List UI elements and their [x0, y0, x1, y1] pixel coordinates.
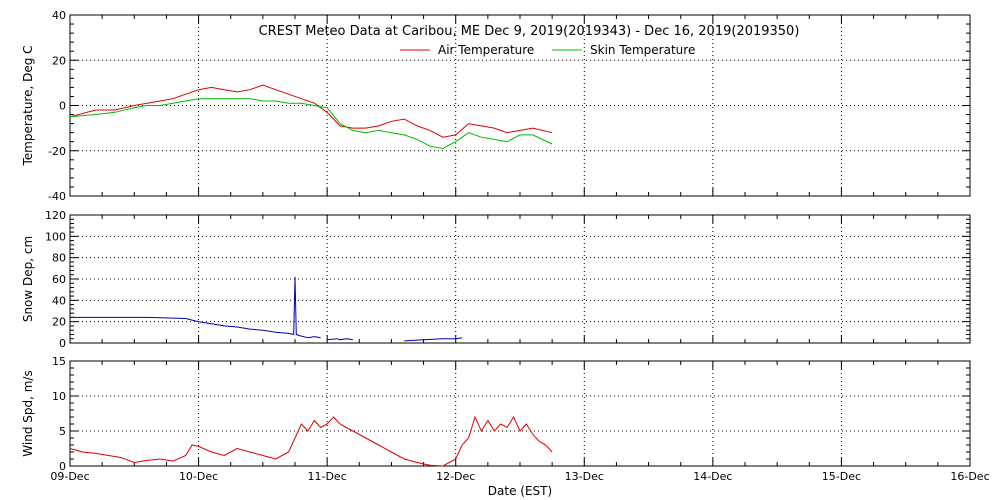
- x-axis-title: Date (EST): [488, 484, 552, 498]
- legend: Air Temperature Skin Temperature: [400, 43, 695, 57]
- snow-depth-ytick-label: 40: [52, 294, 66, 307]
- snow-depth-ytick-label: 0: [59, 337, 66, 350]
- snow-depth-ytick-label: 120: [45, 209, 66, 222]
- temperature-ytick-label: 40: [52, 9, 66, 22]
- wind-speed-ytick-label: 5: [59, 425, 66, 438]
- x-tick-label: 16-Dec: [950, 470, 989, 483]
- temperature-ytick-label: 20: [52, 54, 66, 67]
- snow-depth-ytick-label: 100: [45, 230, 66, 243]
- snow-depth-ytick-label: 20: [52, 316, 66, 329]
- temperature-series-line-0: [69, 84, 553, 138]
- x-tick-label: 12-Dec: [436, 470, 475, 483]
- snow-depth-ytick-label: 60: [52, 273, 66, 286]
- panels: -40 -20 0 20 40 Temperature, Deg C 0 20 40 60 80 10…: [21, 9, 990, 483]
- temperature-ytick-label: -20: [48, 145, 66, 158]
- legend-air-label: Air Temperature: [438, 43, 534, 57]
- temperature-y-axis-title: Temperature, Deg C: [21, 45, 35, 166]
- temperature-series-line-1: [69, 98, 553, 150]
- x-tick-label: 13-Dec: [565, 470, 604, 483]
- wind-speed-series-line-0: [69, 415, 553, 467]
- chart-title: CREST Meteo Data at Caribou, ME Dec 9, 2…: [259, 24, 800, 39]
- x-tick-label: 14-Dec: [693, 470, 732, 483]
- wind-speed-frame: [69, 360, 971, 467]
- x-tick-label: 15-Dec: [822, 470, 861, 483]
- legend-skin-label: Skin Temperature: [590, 43, 695, 57]
- x-tick-label: 10-Dec: [179, 470, 218, 483]
- temperature-ytick-label: -40: [48, 190, 66, 203]
- snow-depth-series-line-1: [307, 336, 321, 339]
- snow-depth-y-axis-title: Snow Dep, cm: [21, 236, 35, 322]
- x-tick-label: 09-Dec: [50, 470, 89, 483]
- temperature-ytick-label: 0: [59, 100, 66, 113]
- wind-speed-ytick-label: 0: [59, 460, 66, 473]
- wind-speed-ytick-label: 10: [52, 390, 66, 403]
- wind-speed-y-axis-title: Wind Spd, m/s: [21, 370, 35, 456]
- wind-speed-ytick-label: 15: [52, 355, 66, 368]
- snow-depth-series-line-3: [404, 337, 463, 342]
- x-tick-label: 11-Dec: [308, 470, 347, 483]
- snow-depth-ytick-label: 80: [52, 252, 66, 265]
- snow-depth-series-line-2: [327, 338, 353, 341]
- snow-depth-series-line-0: [70, 276, 309, 339]
